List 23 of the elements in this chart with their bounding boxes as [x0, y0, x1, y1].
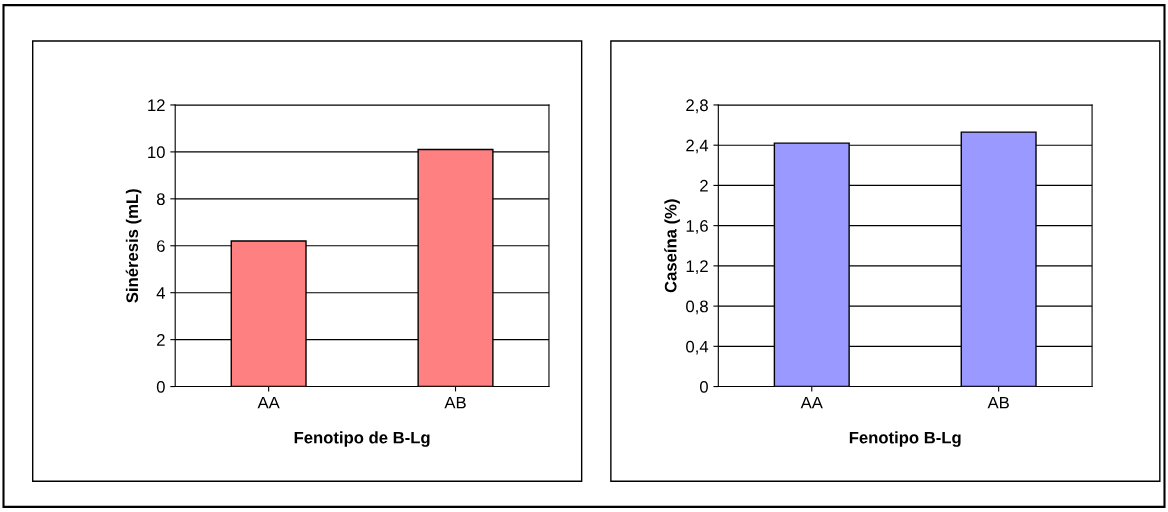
y-tick-label: 0: [699, 380, 708, 393]
y-tick-label: 0: [156, 380, 165, 393]
y-tick-label: 0,8: [686, 300, 708, 315]
x-tick-label: AA: [257, 396, 280, 409]
y-axis-title: Sinéresis (mL): [125, 189, 142, 303]
y-axis-title: Caseína (%): [664, 199, 680, 293]
y-tick-label: 1,2: [686, 260, 708, 275]
x-tick-label: AA: [800, 396, 823, 409]
y-tick-label: 2: [157, 334, 165, 346]
y-tick-label: 6: [157, 240, 165, 252]
x-axis-title: Fenotipo de B-Lg: [294, 431, 430, 447]
y-tick-label: 4: [156, 287, 165, 299]
y-tick-label: 8: [156, 193, 165, 206]
y-tick-label: 2,8: [686, 99, 708, 114]
y-tick-label: 2,4: [686, 139, 709, 154]
y-tick-label: 2: [700, 179, 708, 192]
x-tick-label: AB: [444, 396, 466, 409]
x-tick-label: AB: [987, 396, 1009, 409]
y-tick-label: 12: [148, 99, 165, 111]
y-tick-label: 1,6: [686, 220, 708, 234]
y-tick-label: 0,4: [686, 340, 709, 355]
x-axis-title: Fenotipo B-Lg: [849, 431, 961, 447]
y-tick-label: 10: [148, 146, 165, 159]
